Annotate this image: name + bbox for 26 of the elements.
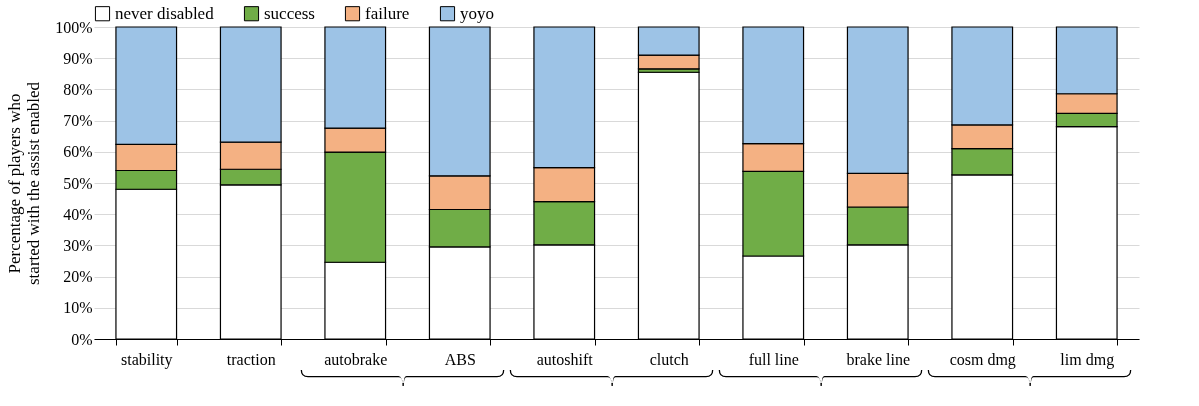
y-tick-label: 20%: [63, 268, 93, 286]
y-tick-label: 60%: [63, 143, 93, 161]
legend-label: yoyo: [460, 3, 494, 23]
x-tick-label: ABS: [444, 350, 476, 368]
y-tick-label: 0%: [71, 330, 93, 348]
x-tick-label: brake line: [846, 350, 911, 368]
y-tick-label: 40%: [63, 205, 93, 223]
x-tick-label: autobrake: [324, 350, 388, 368]
y-tick-label: 70%: [63, 112, 93, 130]
legend-label: failure: [365, 3, 410, 23]
x-tick-label: traction: [226, 350, 276, 368]
y-tick-label: 10%: [63, 299, 93, 317]
y-tick-label: 90%: [63, 49, 93, 67]
x-tick-label: clutch: [649, 350, 689, 368]
legend-label: success: [264, 3, 315, 23]
x-tick-label: full line: [748, 350, 799, 368]
x-tick-label: autoshift: [536, 350, 594, 368]
y-tick-label: 50%: [63, 174, 93, 192]
y-tick-label: 30%: [63, 236, 93, 254]
x-tick-label: cosm dmg: [949, 350, 1016, 369]
x-tick-label: stability: [120, 350, 173, 369]
x-tick-label: lim dmg: [1060, 350, 1115, 369]
y-axis-title: Percentage of players who started with the assist enabled: [5, 81, 44, 286]
y-tick-label: 100%: [55, 18, 93, 36]
legend-label: never disabled: [115, 3, 215, 23]
y-tick-label: 80%: [63, 80, 93, 98]
